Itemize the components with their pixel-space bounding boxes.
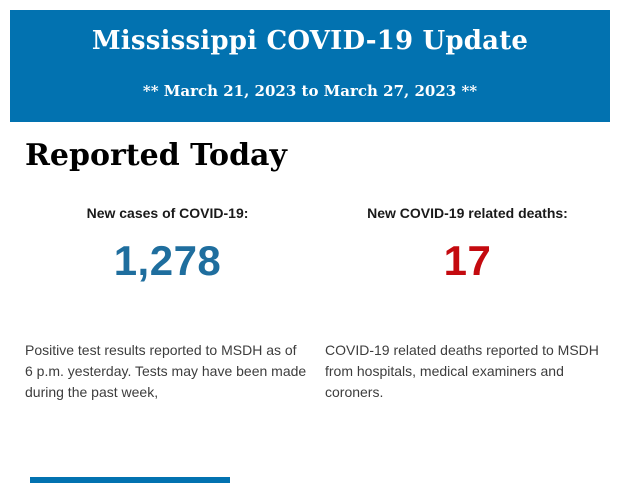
stat-value-new-deaths: 17 <box>443 237 492 284</box>
stat-label-new-cases: New cases of COVID-19: <box>86 205 249 221</box>
next-section-peek-bar <box>30 477 230 483</box>
section-title: Reported Today <box>25 138 287 173</box>
stat-description-new-cases: Positive test results reported to MSDH a… <box>25 342 307 400</box>
stats-row: New cases of COVID-19: 1,278 Positive te… <box>25 205 605 403</box>
stat-card-new-deaths: New COVID-19 related deaths: 17 COVID-19… <box>325 205 610 403</box>
stat-description-new-deaths: COVID-19 related deaths reported to MSDH… <box>325 342 599 400</box>
newsletter-title: Mississippi COVID-19 Update <box>91 26 529 56</box>
newsletter-date-range: ** March 21, 2023 to March 27, 2023 ** <box>142 82 478 100</box>
newsletter-masthead: Mississippi COVID-19 Update ** March 21,… <box>10 10 610 122</box>
stat-label-new-deaths: New COVID-19 related deaths: <box>367 205 568 221</box>
stat-value-new-cases: 1,278 <box>113 237 222 284</box>
stat-card-new-cases: New cases of COVID-19: 1,278 Positive te… <box>25 205 310 403</box>
